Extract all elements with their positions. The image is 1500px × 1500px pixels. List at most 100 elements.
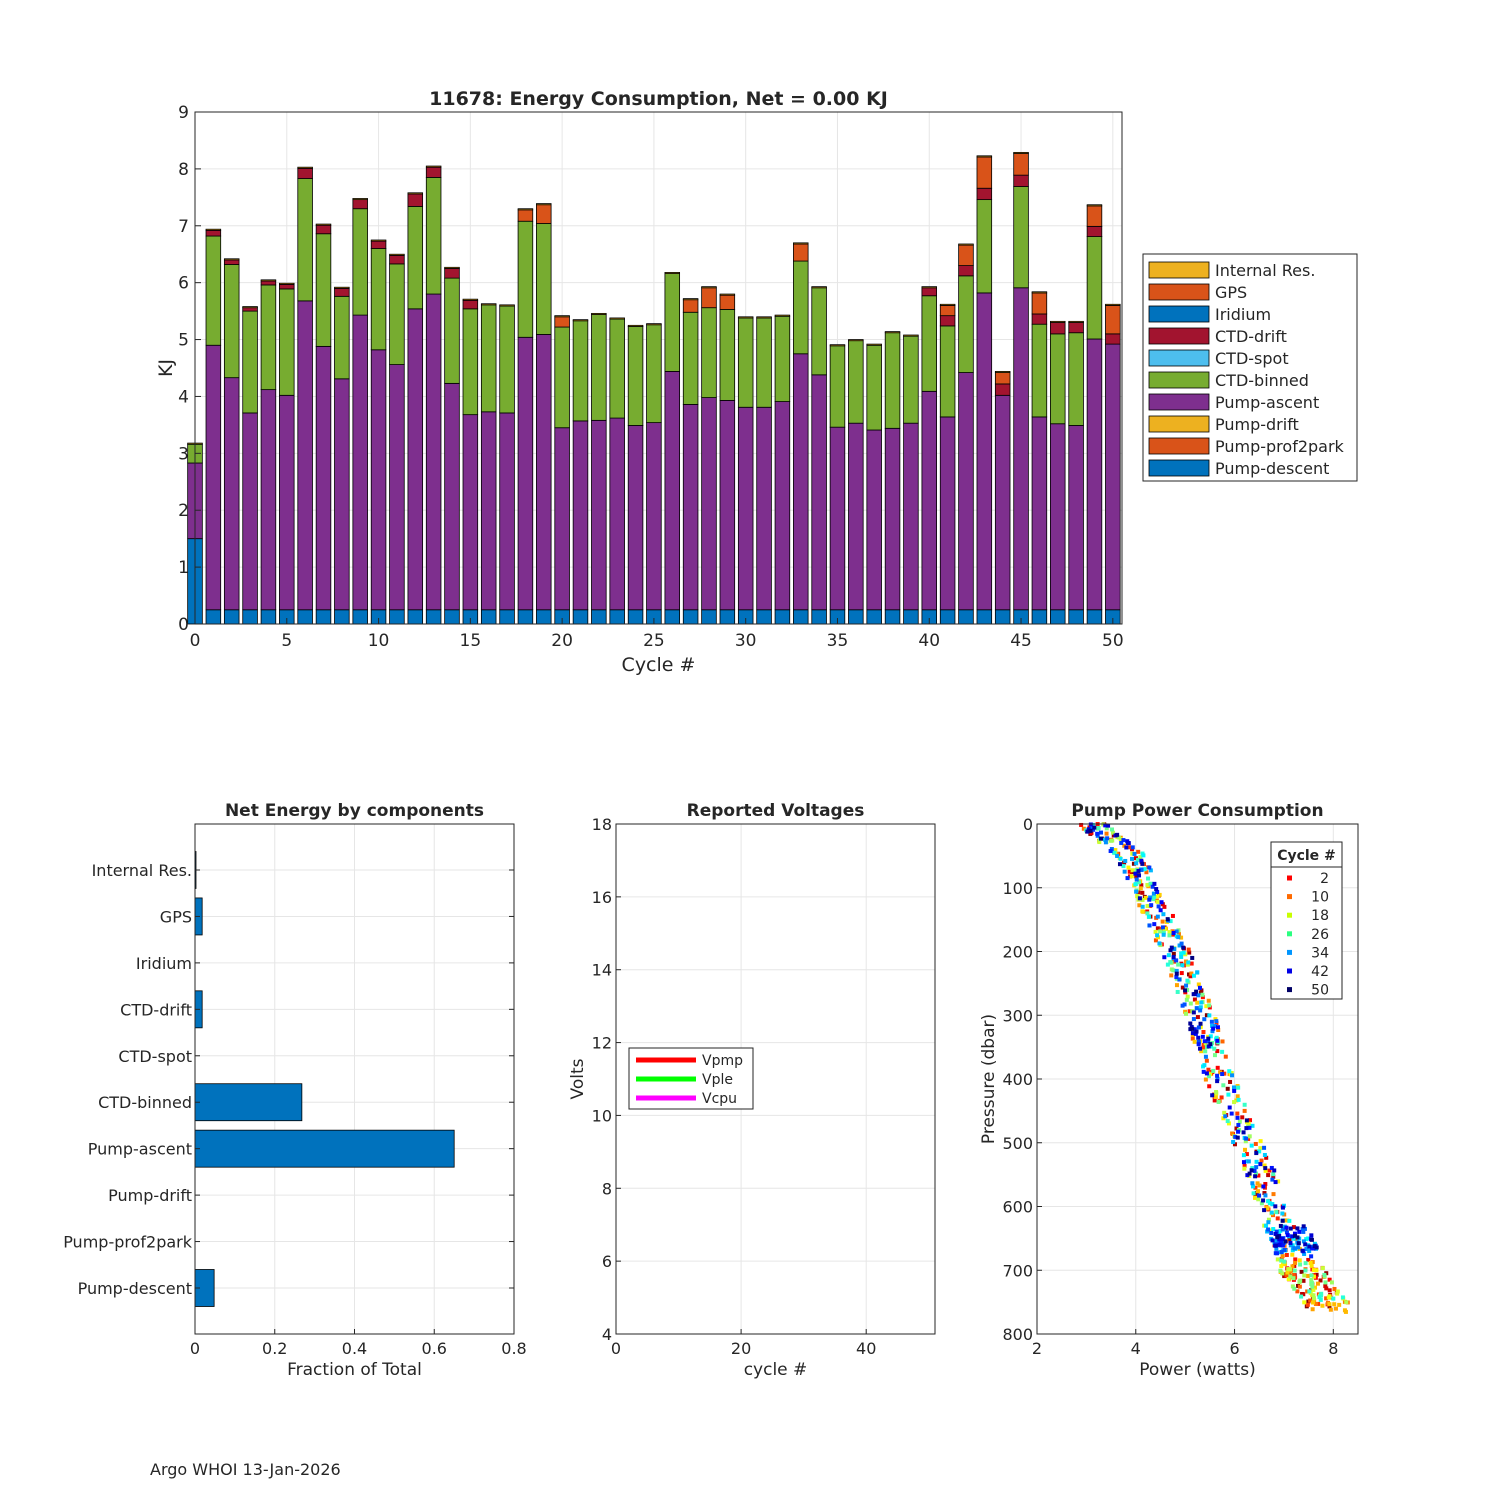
pump-point-cycle-32 xyxy=(1249,1143,1254,1148)
pump-xtick-label: 4 xyxy=(1131,1339,1141,1358)
pump-point-cycle-15 xyxy=(1255,1181,1260,1186)
pump-point-cycle-29 xyxy=(1175,989,1180,994)
energy-bar-ctd_binned-cycle-47 xyxy=(1050,333,1066,425)
pump-point-cycle-45 xyxy=(1290,1234,1295,1239)
energy-bar-pump_ascent-cycle-3 xyxy=(242,412,258,611)
pump-point-cycle-38 xyxy=(1203,1054,1208,1059)
pump-point-cycle-5 xyxy=(1264,1155,1269,1160)
pump-point-cycle-12 xyxy=(1332,1286,1337,1291)
pump-point-cycle-4 xyxy=(1155,926,1160,931)
pump-point-cycle-33 xyxy=(1264,1223,1269,1228)
pump-point-cycle-37 xyxy=(1263,1193,1268,1198)
pump-point-cycle-26 xyxy=(1207,1003,1212,1008)
pump-point-cycle-32 xyxy=(1181,950,1186,955)
pump-point-cycle-2 xyxy=(1314,1272,1319,1277)
pump-point-cycle-3 xyxy=(1318,1278,1323,1283)
pump-point-cycle-33 xyxy=(1207,1013,1212,1018)
pump-point-cycle-34 xyxy=(1199,1000,1204,1005)
pump-point-cycle-31 xyxy=(1266,1199,1271,1204)
pump-point-cycle-30 xyxy=(1220,1049,1225,1054)
pump-point-cycle-16 xyxy=(1332,1302,1337,1307)
energy-bar-ctd_binned-cycle-21 xyxy=(572,320,589,422)
pump-ytick-label: 400 xyxy=(1002,1070,1033,1089)
pump-point-cycle-13 xyxy=(1271,1192,1276,1197)
pump-point-cycle-29 xyxy=(1225,1119,1230,1124)
pump-point-cycle-28 xyxy=(1096,826,1101,831)
energy-bar-pump_descent-cycle-38 xyxy=(884,609,901,625)
energy-legend-swatch-pump_ascent xyxy=(1148,393,1210,411)
energy-bar-ctd_binned-cycle-35 xyxy=(829,345,846,428)
pump-point-cycle-12 xyxy=(1144,870,1149,875)
pump-point-cycle-42 xyxy=(1108,849,1113,854)
energy-bar-internal_res-cycle-47 xyxy=(1050,320,1066,323)
pump-point-cycle-43 xyxy=(1229,1111,1234,1116)
energy-bar-pump_ascent-cycle-2 xyxy=(223,377,240,611)
pump-point-cycle-42 xyxy=(1125,876,1130,881)
pump-point-cycle-34 xyxy=(1280,1211,1285,1216)
pump-point-cycle-44 xyxy=(1292,1231,1297,1236)
energy-bar-ctd_binned-cycle-14 xyxy=(444,277,460,384)
pump-ytick-label: 700 xyxy=(1002,1261,1033,1280)
pump-point-cycle-21 xyxy=(1311,1288,1316,1293)
pump-point-cycle-8 xyxy=(1189,961,1194,966)
pump-point-cycle-46 xyxy=(1309,1233,1314,1238)
pump-point-cycle-2 xyxy=(1199,988,1204,993)
energy-bar-ctd_binned-cycle-15 xyxy=(462,308,479,416)
energy-bar-pump_ascent-cycle-41 xyxy=(939,416,956,611)
voltages-xtick-label: 20 xyxy=(731,1339,751,1358)
energy-bar-ctd_binned-cycle-7 xyxy=(315,233,332,347)
pump-point-cycle-25 xyxy=(1184,997,1189,1002)
pump-point-cycle-44 xyxy=(1261,1184,1266,1189)
pump-point-cycle-39 xyxy=(1134,877,1139,882)
pump-ylabel: Pressure (dbar) xyxy=(979,1014,999,1144)
pump-point-cycle-20 xyxy=(1226,1121,1231,1126)
energy-bar-ctd_binned-cycle-8 xyxy=(334,295,350,380)
energy-bar-ctd_binned-cycle-43 xyxy=(976,199,993,294)
pump-point-cycle-45 xyxy=(1280,1237,1285,1242)
energy-bar-internal_res-cycle-42 xyxy=(958,243,974,246)
pump-point-cycle-34 xyxy=(1244,1159,1249,1164)
pump-point-cycle-9 xyxy=(1246,1136,1251,1141)
energy-bar-internal_res-cycle-12 xyxy=(407,192,424,195)
pump-point-cycle-37 xyxy=(1122,869,1127,874)
pump-point-cycle-10 xyxy=(1253,1185,1258,1190)
energy-bar-internal_res-cycle-5 xyxy=(279,282,295,285)
pump-point-cycle-18 xyxy=(1253,1195,1258,1200)
pump-point-cycle-8 xyxy=(1200,995,1205,1000)
pump-point-cycle-18 xyxy=(1262,1163,1267,1168)
pump-point-cycle-45 xyxy=(1245,1173,1250,1178)
energy-legend-label: Internal Res. xyxy=(1215,261,1315,280)
pump-point-cycle-15 xyxy=(1328,1307,1333,1312)
pump-point-cycle-30 xyxy=(1340,1295,1345,1300)
energy-bar-pump_descent-cycle-28 xyxy=(701,609,717,625)
voltages-axes-frame xyxy=(615,823,936,1335)
pump-point-cycle-3 xyxy=(1301,1278,1306,1283)
energy-bar-ctd_binned-cycle-9 xyxy=(352,208,368,316)
pump-point-cycle-27 xyxy=(1167,933,1172,938)
pump-point-cycle-48 xyxy=(1241,1130,1246,1135)
energy-bar-internal_res-cycle-2 xyxy=(223,258,240,261)
energy-bar-ctd_binned-cycle-4 xyxy=(260,284,277,391)
pump-point-cycle-12 xyxy=(1297,1284,1302,1289)
pump-point-cycle-11 xyxy=(1136,849,1141,854)
pump-ytick-label: 200 xyxy=(1002,943,1033,962)
pump-point-cycle-47 xyxy=(1136,868,1141,873)
pump-point-cycle-42 xyxy=(1236,1122,1241,1127)
pump-point-cycle-41 xyxy=(1174,958,1179,963)
pump-legend-marker xyxy=(1287,949,1292,955)
pump-point-cycle-25 xyxy=(1237,1119,1242,1124)
pump-point-cycle-3 xyxy=(1187,950,1192,955)
energy-axes-frame xyxy=(194,111,1123,625)
pump-point-cycle-12 xyxy=(1115,851,1120,856)
energy-bar-internal_res-cycle-41 xyxy=(939,303,956,306)
pump-point-cycle-38 xyxy=(1184,983,1189,988)
pump-point-cycle-26 xyxy=(1200,992,1205,997)
energy-bar-ctd_binned-cycle-22 xyxy=(591,314,607,421)
pump-legend-label: 42 xyxy=(1311,964,1329,980)
pump-point-cycle-46 xyxy=(1190,1031,1195,1036)
pump-point-cycle-47 xyxy=(1137,896,1142,901)
components-bar-pump-ascent xyxy=(194,1129,455,1168)
pump-point-cycle-31 xyxy=(1142,867,1147,872)
pump-point-cycle-30 xyxy=(1331,1296,1336,1301)
energy-legend-label: Pump-ascent xyxy=(1215,393,1319,412)
